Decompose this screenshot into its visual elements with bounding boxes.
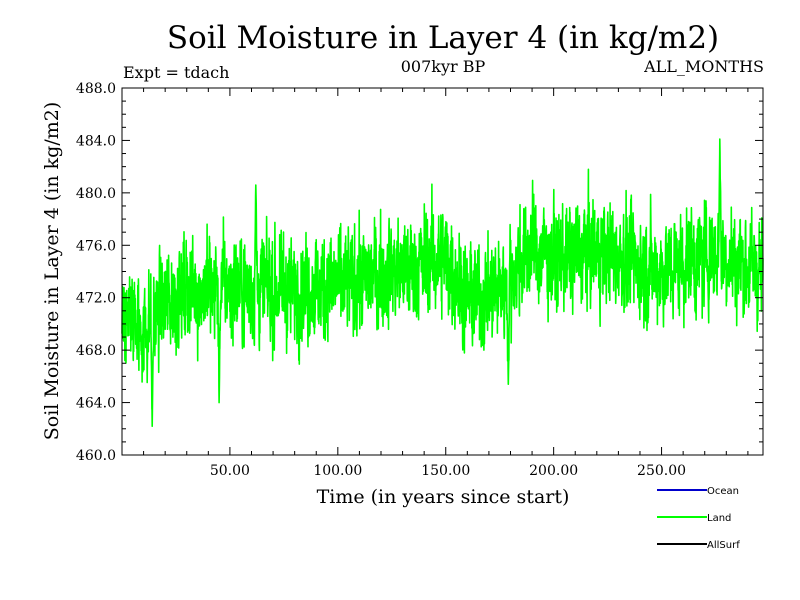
plot-series xyxy=(121,138,764,428)
legend: Ocean Land AllSurf xyxy=(657,486,740,551)
series-line-land xyxy=(121,138,764,428)
legend-label-allsurf: AllSurf xyxy=(707,540,740,551)
y-tick-label: 464.0 xyxy=(76,396,116,412)
y-axis-label: Soil Moisture in Layer 4 (in kg/m2) xyxy=(41,102,63,441)
y-tick-label: 484.0 xyxy=(76,133,116,149)
x-axis-label: Time (in years since start) xyxy=(317,486,570,508)
x-tick-label: 250.00 xyxy=(637,463,686,479)
period-label: 007kyr BP xyxy=(401,57,486,76)
x-tick-label: 150.00 xyxy=(421,463,470,479)
axis-ticks: 460.0 464.0 468.0 472.0 476.0 480.0 484.0 488.0… xyxy=(76,81,763,479)
legend-label-land: Land xyxy=(707,513,731,524)
months-label: ALL_MONTHS xyxy=(643,57,764,76)
y-tick-label: 480.0 xyxy=(76,186,116,202)
x-tick-label: 100.00 xyxy=(313,463,362,479)
x-tick-label: 200.00 xyxy=(529,463,578,479)
chart-title: Soil Moisture in Layer 4 (in kg/m2) xyxy=(167,20,719,56)
legend-label-ocean: Ocean xyxy=(707,486,739,497)
y-tick-label: 488.0 xyxy=(76,81,116,97)
y-tick-label: 476.0 xyxy=(76,238,116,254)
experiment-label: Expt = tdach xyxy=(123,63,229,82)
y-tick-label: 468.0 xyxy=(76,343,116,359)
y-tick-label: 460.0 xyxy=(76,448,116,464)
y-tick-label: 472.0 xyxy=(76,291,116,307)
x-tick-label: 50.00 xyxy=(210,463,250,479)
